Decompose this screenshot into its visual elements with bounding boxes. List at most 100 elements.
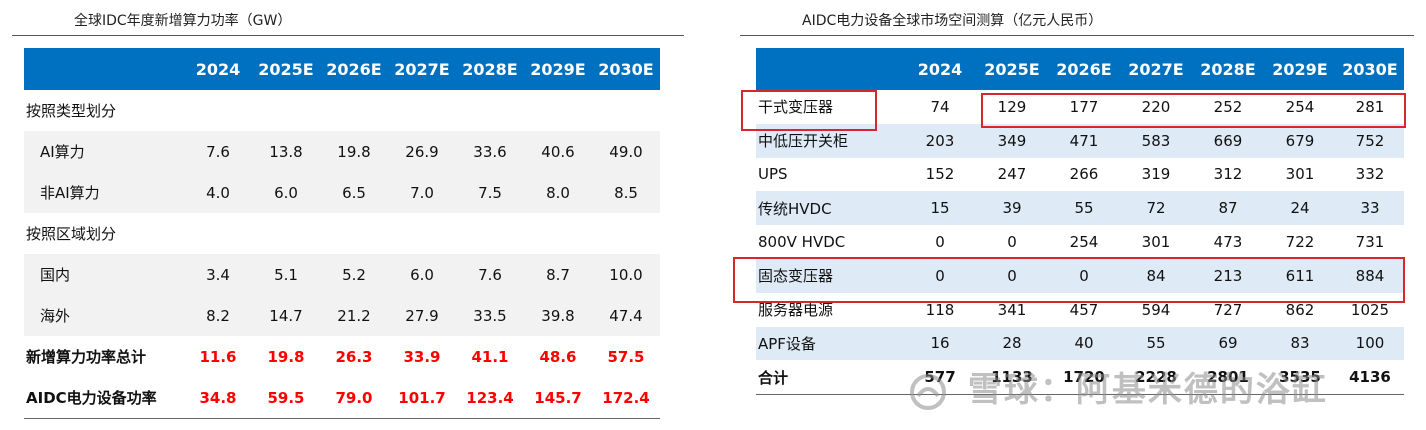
cell: 5.1	[252, 254, 320, 295]
cell: 266	[1069, 165, 1099, 184]
cell: 33.6	[456, 131, 524, 172]
header-cell-2026e: 2026E	[1048, 48, 1120, 90]
cell: 0	[904, 258, 976, 293]
cell: 74	[930, 97, 950, 116]
cell: 87	[1192, 191, 1264, 226]
table-header-row: 2024 2025E 2026E 2027E 2028E 2029E 2030E	[24, 48, 660, 90]
cell: 28	[976, 326, 1048, 361]
cell: 19.8	[320, 131, 388, 172]
table-row-switchgear: 中低压开关柜 203 349 471 583 669 679 752	[756, 123, 1404, 158]
cell	[592, 90, 660, 131]
row-label: 传统HVDC	[756, 191, 904, 226]
cell: 203	[904, 123, 976, 158]
cell	[524, 213, 592, 254]
right-title-rule	[740, 35, 1414, 36]
cell	[184, 213, 252, 254]
cell: 213	[1192, 258, 1264, 293]
header-cell-blank	[24, 48, 184, 90]
row-label: 海外	[24, 295, 184, 336]
table-row-non-ai: 非AI算力 4.0 6.0 6.5 7.0 7.5 8.0 8.5	[24, 172, 660, 213]
cell: 669	[1192, 123, 1264, 158]
highlight-box-dry-transformer-values	[981, 93, 1406, 128]
cell: 7.6	[456, 254, 524, 295]
table-row-domestic: 国内 3.4 5.1 5.2 6.0 7.6 8.7 10.0	[24, 254, 660, 295]
cell: 129	[997, 97, 1027, 116]
cell: 1133	[976, 360, 1048, 396]
snowball-logo-icon	[910, 373, 946, 410]
cell: 26.3	[335, 347, 373, 366]
cell: 247	[997, 165, 1027, 184]
header-cell-blank	[756, 48, 904, 90]
cell: 319	[1141, 165, 1171, 184]
cell: 0	[976, 258, 1048, 293]
highlight-box-solid-state-transformer	[733, 257, 1405, 303]
cell: 59.5	[252, 377, 320, 419]
table-row-overseas: 海外 8.2 14.7 21.2 27.9 33.5 39.8 47.4	[24, 295, 660, 336]
cell: 21.2	[320, 295, 388, 336]
cell: 583	[1120, 123, 1192, 158]
cell: 33.5	[456, 295, 524, 336]
cell	[320, 213, 388, 254]
cell	[592, 213, 660, 254]
cell: 731	[1355, 233, 1385, 252]
cell: 16	[904, 326, 976, 361]
cell: 19.8	[267, 347, 305, 366]
cell	[184, 90, 252, 131]
header-cell-2027e: 2027E	[1120, 48, 1192, 90]
cell: 6.0	[388, 254, 456, 295]
left-title-rule	[12, 35, 684, 36]
section-row-by-region: 按照区域划分	[24, 213, 660, 254]
cell: 8.7	[524, 254, 592, 295]
table-row-apf: APF设备 16 28 40 55 69 83 100	[756, 326, 1404, 361]
cell: 5.2	[320, 254, 388, 295]
cell: 8.5	[592, 172, 660, 213]
aidc-market-table: 2024 2025E 2026E 2027E 2028E 2029E 2030E…	[756, 48, 1404, 396]
right-table-title: AIDC电力设备全球市场空间测算（亿元人民币）	[802, 13, 1103, 29]
row-label: APF设备	[756, 326, 904, 361]
idc-power-table: 2024 2025E 2026E 2027E 2028E 2029E 2030E…	[24, 48, 660, 419]
cell: 4.0	[184, 172, 252, 213]
cell	[456, 90, 524, 131]
header-cell-2029e: 2029E	[1264, 48, 1336, 90]
cell: 152	[925, 165, 955, 184]
cell: 577	[904, 360, 976, 396]
cell: 3535	[1264, 360, 1336, 396]
cell: 281	[1355, 97, 1385, 116]
cell: 679	[1264, 123, 1336, 158]
cell: 49.0	[592, 131, 660, 172]
cell: 24	[1264, 191, 1336, 226]
cell: 123.4	[456, 377, 524, 419]
cell: 172.4	[592, 377, 660, 419]
cell: 341	[997, 300, 1027, 319]
cell: 83	[1264, 326, 1336, 361]
cell: 79.0	[320, 377, 388, 419]
cell	[320, 90, 388, 131]
cell: 39	[976, 191, 1048, 226]
cell: 220	[1141, 97, 1171, 116]
header-cell-2029e: 2029E	[524, 48, 592, 90]
cell	[252, 90, 320, 131]
cell: 14.7	[252, 295, 320, 336]
cell: 7.6	[184, 131, 252, 172]
cell: 27.9	[388, 295, 456, 336]
header-cell-2028e: 2028E	[1192, 48, 1264, 90]
cell: 100	[1336, 326, 1404, 361]
cell	[388, 90, 456, 131]
cell: 47.4	[592, 295, 660, 336]
header-cell-2027e: 2027E	[388, 48, 456, 90]
highlight-box-dry-transformer-label	[741, 90, 877, 131]
cell: 332	[1355, 165, 1385, 184]
cell: 252	[1213, 97, 1243, 116]
table-row-total: 合计 577 1133 1720 2228 2801 3535 4136	[756, 360, 1404, 396]
row-label: 固态变压器	[756, 258, 904, 293]
cell: 1025	[1350, 300, 1390, 319]
table-row-ai: AI算力 7.6 13.8 19.8 26.9 33.6 40.6 49.0	[24, 131, 660, 172]
cell: 471	[1048, 123, 1120, 158]
cell: 101.7	[388, 377, 456, 419]
cell	[456, 213, 524, 254]
row-label: UPS	[758, 165, 788, 184]
cell: 862	[1285, 300, 1315, 319]
cell: 312	[1213, 165, 1243, 184]
cell: 457	[1069, 300, 1099, 319]
cell: 55	[1048, 191, 1120, 226]
